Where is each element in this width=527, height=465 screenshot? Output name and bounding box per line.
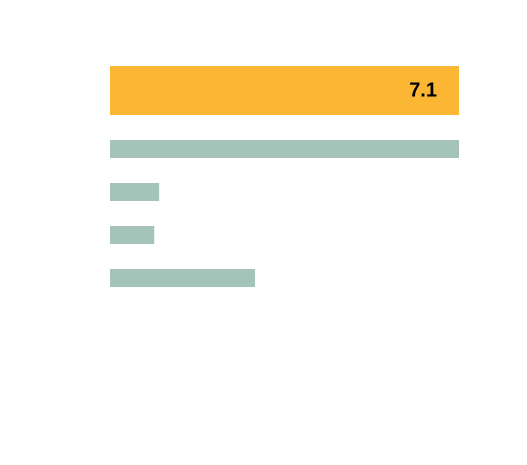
- bar-4: [110, 226, 155, 244]
- bar-highlighted: [110, 66, 459, 115]
- bar-3: [110, 183, 160, 201]
- bar-value-label: 7.1: [409, 80, 437, 102]
- bar-5: [110, 269, 256, 287]
- bar-2: [110, 140, 459, 158]
